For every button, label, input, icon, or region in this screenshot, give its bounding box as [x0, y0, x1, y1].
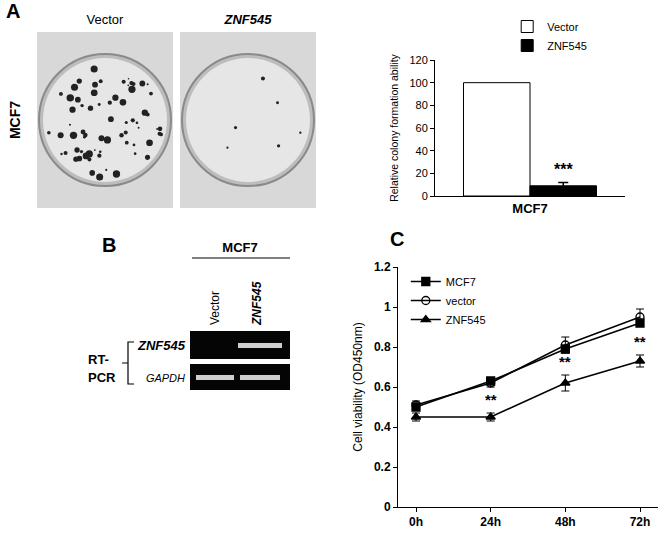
svg-text:0.4: 0.4: [374, 420, 391, 434]
svg-text:***: ***: [554, 161, 573, 178]
svg-text:0: 0: [422, 190, 428, 202]
svg-text:ZNF545: ZNF545: [137, 338, 186, 353]
svg-text:Vector: Vector: [87, 12, 125, 27]
svg-text:MCF7: MCF7: [222, 240, 257, 255]
svg-text:48h: 48h: [555, 515, 576, 529]
svg-text:0h: 0h: [409, 515, 423, 529]
svg-text:1.2: 1.2: [374, 260, 391, 274]
svg-text:0.2: 0.2: [374, 460, 391, 474]
svg-text:72h: 72h: [630, 515, 651, 529]
svg-text:Relative colony formation abil: Relative colony formation ability: [388, 53, 400, 201]
svg-text:20: 20: [416, 167, 428, 179]
svg-text:**: **: [559, 353, 571, 370]
svg-text:Vector: Vector: [208, 291, 222, 325]
svg-text:80: 80: [416, 99, 428, 111]
svg-text:ZNF545: ZNF545: [224, 12, 273, 27]
svg-text:ZNF545: ZNF545: [250, 281, 264, 326]
svg-text:100: 100: [409, 77, 427, 89]
svg-text:24h: 24h: [480, 515, 501, 529]
svg-text:Vector: Vector: [547, 21, 579, 33]
svg-text:MCF7: MCF7: [446, 276, 476, 288]
svg-text:0.6: 0.6: [374, 380, 391, 394]
svg-text:1: 1: [384, 300, 391, 314]
svg-text:0: 0: [384, 500, 391, 514]
svg-text:vector: vector: [446, 295, 476, 307]
svg-text:ZNF545: ZNF545: [547, 40, 587, 52]
svg-text:Cell viability (OD450nm): Cell viability (OD450nm): [351, 322, 365, 451]
svg-text:MCF7: MCF7: [512, 201, 547, 216]
svg-text:B: B: [102, 234, 116, 256]
svg-text:GAPDH: GAPDH: [146, 372, 185, 384]
svg-text:PCR: PCR: [88, 370, 116, 385]
svg-text:A: A: [6, 0, 20, 22]
svg-text:**: **: [634, 333, 646, 350]
svg-text:**: **: [485, 391, 497, 408]
svg-text:0.8: 0.8: [374, 340, 391, 354]
svg-text:60: 60: [416, 122, 428, 134]
svg-text:C: C: [390, 228, 404, 250]
svg-text:40: 40: [416, 145, 428, 157]
svg-text:MCF7: MCF7: [7, 101, 23, 139]
svg-text:ZNF545: ZNF545: [446, 314, 486, 326]
svg-text:RT-: RT-: [88, 352, 109, 367]
svg-text:120: 120: [409, 54, 427, 66]
